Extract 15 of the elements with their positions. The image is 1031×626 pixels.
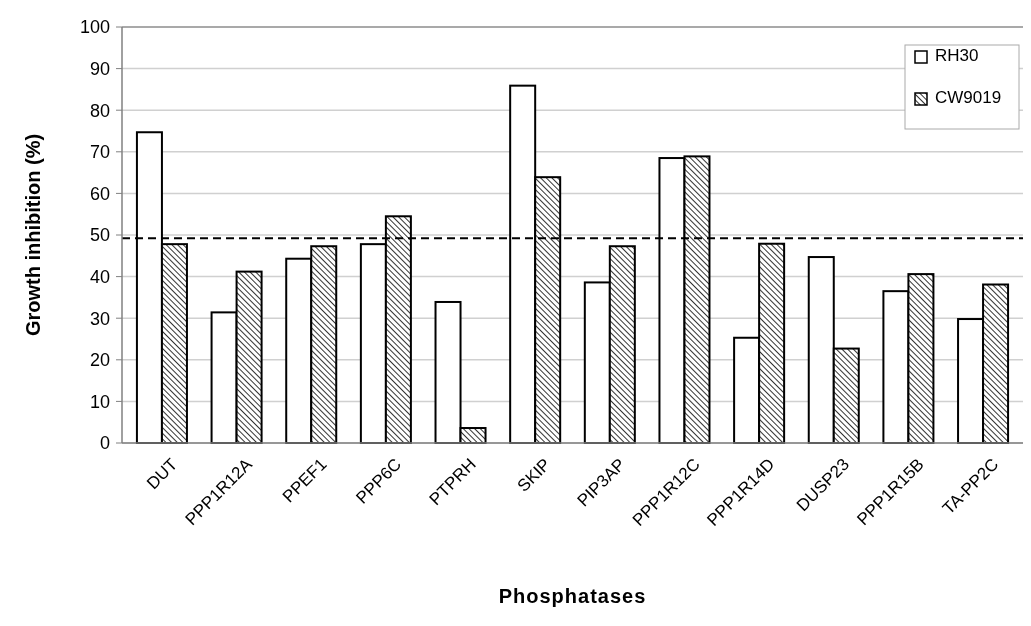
- y-tick-label: 60: [89, 183, 110, 204]
- y-axis-title: Growth inhibition (%): [22, 133, 44, 337]
- y-tick-label: 0: [99, 433, 110, 454]
- y-tick-label: 50: [89, 225, 110, 246]
- y-tick-label: 90: [89, 58, 110, 79]
- y-tick-label: 40: [89, 266, 110, 287]
- legend-label: CW9019: [935, 88, 1002, 108]
- y-tick-label: 70: [89, 142, 110, 163]
- y-tick-label: 100: [79, 17, 110, 38]
- y-tick-label: 10: [89, 391, 110, 412]
- y-tick-label: 80: [89, 100, 110, 121]
- x-axis-title: Phosphatases: [498, 585, 647, 607]
- y-tick-label: 30: [89, 308, 110, 329]
- y-tick-label: 20: [89, 350, 110, 371]
- legend-label: RH30: [935, 46, 979, 66]
